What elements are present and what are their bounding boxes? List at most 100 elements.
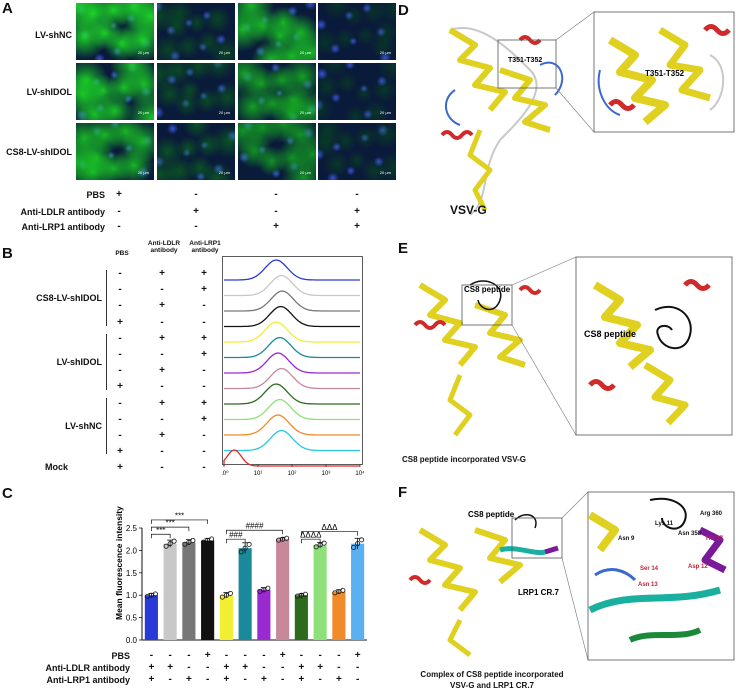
flow-sign: - bbox=[160, 316, 164, 328]
group-lv-shnc: LV-shNC bbox=[65, 421, 102, 431]
bar-sign: - bbox=[337, 650, 341, 661]
residue-label: Asn 9 bbox=[618, 536, 635, 542]
mfi-bar-chart: Mean fluorescence intensity 0.0 0.5 1.0 1.5… bbox=[114, 506, 367, 645]
protein-ribbon bbox=[413, 280, 542, 437]
zoom-ribbon bbox=[588, 279, 711, 426]
x-tick-label: 10⁰ bbox=[222, 470, 229, 477]
bar-sign: - bbox=[355, 674, 360, 685]
flow-sign: + bbox=[159, 365, 165, 377]
data-point bbox=[238, 549, 244, 555]
flow-sign: - bbox=[202, 300, 206, 312]
flow-sign: + bbox=[159, 430, 165, 441]
bar-sign: + bbox=[335, 674, 342, 685]
bar-sign: - bbox=[280, 662, 285, 673]
flow-sign: - bbox=[118, 349, 122, 360]
bar-sign: + bbox=[242, 662, 249, 673]
treatment-sign: - bbox=[274, 206, 278, 217]
histogram-trace bbox=[224, 305, 360, 328]
treatment-sign: + bbox=[193, 206, 199, 217]
bar bbox=[182, 542, 196, 640]
panel-label-c: C bbox=[2, 485, 13, 502]
treatment-sign: + bbox=[116, 189, 122, 200]
bar-sign: - bbox=[243, 650, 247, 661]
flow-sign: - bbox=[118, 430, 122, 441]
sig-label: ### bbox=[229, 531, 243, 540]
flow-sign: - bbox=[160, 413, 164, 425]
panel-label-a: A bbox=[2, 0, 13, 17]
scale-bar-label: 20 μm bbox=[137, 110, 149, 115]
col-header-anti-ldlr: Anti-LDLR antibody bbox=[147, 240, 181, 254]
micrograph-cell: 20 μm bbox=[76, 63, 154, 120]
bar-sign: - bbox=[262, 650, 266, 661]
treatment-sign: + bbox=[354, 221, 360, 232]
panel-label-b: B bbox=[2, 245, 13, 262]
bar-sign: - bbox=[205, 662, 210, 673]
histogram-trace bbox=[224, 383, 360, 405]
data-point bbox=[209, 536, 215, 542]
micrograph-cell: 20 μm bbox=[157, 123, 235, 180]
histogram-x-ticks: 10⁰ 10¹ 10² 10³ 10⁴ bbox=[222, 464, 364, 477]
histogram-trace bbox=[224, 352, 360, 374]
bar-sign: - bbox=[187, 662, 191, 673]
sig-bracket bbox=[301, 531, 358, 536]
panel-label-e: E bbox=[398, 240, 409, 257]
treatment-sign: - bbox=[274, 189, 278, 200]
flow-sign: - bbox=[118, 365, 122, 377]
group-bracket-3 bbox=[106, 398, 107, 454]
bar-sign: + bbox=[148, 662, 155, 673]
data-point bbox=[219, 594, 225, 600]
bar-sign: - bbox=[243, 674, 247, 685]
histogram-frame bbox=[222, 256, 363, 465]
vsvg-structure-render: T351-T352 T351-T352 bbox=[440, 11, 735, 216]
bar-sign: + bbox=[148, 674, 155, 685]
bar-sign: - bbox=[299, 650, 304, 661]
flow-sign: + bbox=[159, 268, 165, 279]
sig-label: *** bbox=[175, 511, 184, 520]
bar-sign: - bbox=[187, 650, 191, 661]
treat-label-anti-ldlr: Anti-LDLR antibody bbox=[20, 207, 106, 217]
y-tick-label: 0.0 bbox=[126, 636, 138, 645]
group-lv-shidol: LV-shIDOL bbox=[56, 357, 102, 367]
data-point bbox=[284, 535, 290, 541]
treatment-sign: + bbox=[273, 221, 279, 232]
col-header-pbs: PBS bbox=[115, 250, 129, 257]
bar-sign: + bbox=[204, 650, 211, 661]
group-bracket-2 bbox=[106, 334, 107, 390]
cs8-vsvg-structure-render: CS8 peptide CS8 peptide bbox=[413, 256, 733, 437]
histogram-trace bbox=[224, 321, 360, 343]
col-header-anti-lrp1: Anti-LRP1 antibody bbox=[189, 240, 221, 254]
residue-label: Lys 11 bbox=[655, 521, 674, 527]
flow-sign: - bbox=[118, 284, 122, 296]
flow-sign: - bbox=[202, 430, 206, 441]
sig-label: *** bbox=[165, 519, 174, 528]
flow-sign: + bbox=[117, 381, 123, 393]
sig-bracket bbox=[226, 538, 246, 544]
flow-sign: - bbox=[202, 446, 206, 458]
bar-sign: - bbox=[280, 674, 285, 685]
group-mock: Mock bbox=[44, 462, 68, 472]
bar-sign: + bbox=[354, 650, 361, 661]
panel-label-f: F bbox=[398, 484, 408, 501]
flow-sign: + bbox=[201, 413, 207, 425]
data-point bbox=[340, 587, 346, 593]
flow-sign: - bbox=[202, 381, 206, 393]
x-tick-label: 10³ bbox=[322, 471, 331, 477]
micrograph-cell: 20 μm bbox=[238, 123, 316, 180]
data-point bbox=[171, 538, 177, 544]
data-point bbox=[265, 585, 271, 591]
receptor-label: LRP1 CR.7 bbox=[518, 588, 559, 597]
flow-sign: + bbox=[159, 300, 165, 312]
complex-structure-render: CS8 peptide LRP1 CR.7 Arg 360 Thr 37 Lys 1… bbox=[408, 491, 735, 661]
zoom-box bbox=[497, 39, 557, 89]
histogram-trace bbox=[224, 367, 360, 390]
scale-bar-label: 20 μm bbox=[379, 110, 391, 115]
y-tick-label: 2.0 bbox=[126, 546, 138, 555]
data-point bbox=[186, 539, 192, 545]
data-point bbox=[163, 543, 169, 549]
flow-sign: - bbox=[160, 462, 164, 474]
y-tick-label: 1.0 bbox=[126, 591, 138, 600]
flow-sign: - bbox=[160, 284, 164, 296]
residue-label: Arg 360 bbox=[700, 511, 723, 517]
bar-series bbox=[144, 535, 365, 640]
